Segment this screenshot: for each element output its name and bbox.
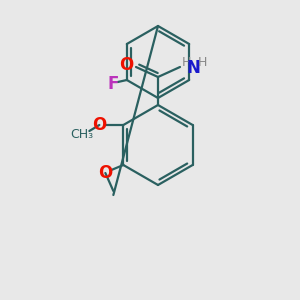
Text: CH₃: CH₃ <box>70 128 93 142</box>
Text: O: O <box>119 56 133 74</box>
Text: O: O <box>98 164 112 182</box>
Text: H: H <box>197 56 207 68</box>
Text: F: F <box>107 75 118 93</box>
Text: H: H <box>181 56 191 68</box>
Text: O: O <box>92 116 106 134</box>
Text: N: N <box>186 59 200 77</box>
